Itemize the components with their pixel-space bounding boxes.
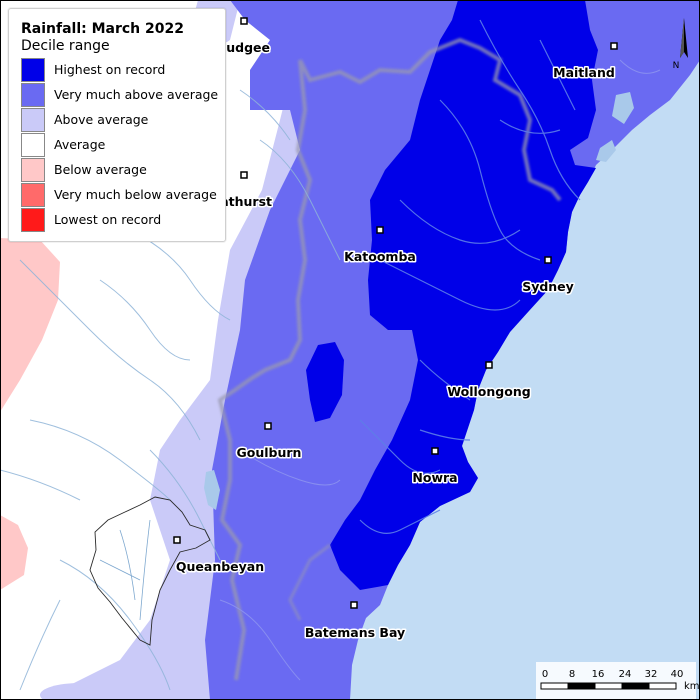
scale-tick-2: 16 [592,669,605,680]
marker-sydney [544,256,552,264]
scale-tick-4: 32 [645,669,658,680]
legend-item-highest: Highest on record [21,58,221,82]
legend-label-very-much-below: Very much below average [54,187,217,202]
legend-label-lowest: Lowest on record [54,212,162,227]
act-border [89,496,211,646]
north-arrow: N [673,18,688,71]
marker-wollongong [485,361,493,369]
lake-macquarie [612,92,634,124]
legend-item-very-much-below: Very much below average [21,183,221,207]
legend-swatch-above [21,108,45,132]
label-queanbeyan: Queanbeyan [176,559,264,574]
below-average-region-north [0,238,60,412]
ocean [350,60,700,700]
legend-label-below: Below average [54,162,147,177]
legend-swatch-highest [21,58,45,82]
label-maitland: Maitland [553,65,615,80]
lake-burragorang [204,470,220,510]
label-goulburn: Goulburn [237,445,302,460]
legend-label-above: Above average [54,112,149,127]
label-wollongong: Wollongong [447,384,530,399]
scale-tick-3: 24 [619,669,632,680]
label-katoomba: Katoomba [344,249,416,264]
label-nowra: Nowra [412,470,457,485]
marker-nowra [431,447,439,455]
legend-subtitle: Decile range [21,38,110,54]
marker-queanbeyan [173,536,181,544]
legend-item-average: Average [21,133,221,157]
scale-bar: 0 8 16 24 32 40 km [536,662,700,700]
marker-katoomba [376,226,384,234]
catchment-boundary [217,37,562,681]
highest-on-record-region [330,0,598,590]
legend-swatch-lowest [21,208,45,232]
legend-swatch-very-much-above [21,83,45,107]
legend-title: Rainfall: March 2022 [21,21,184,37]
marker-maitland [610,42,618,50]
legend-swatch-average [21,133,45,157]
scale-unit: km [684,681,700,692]
legend-swatch-very-much-below [21,183,45,207]
scale-tick-1: 8 [569,669,575,680]
legend-item-below: Below average [21,158,221,182]
below-average-region-south [0,515,28,590]
legend: Rainfall: March 2022 Decile range Highes… [8,8,226,242]
label-batemans-bay: Batemans Bay [305,625,405,640]
legend-label-very-much-above: Very much above average [54,87,219,102]
legend-swatch-below [21,158,45,182]
scale-tick-5: 40 [671,669,684,680]
scale-tick-0: 0 [542,669,548,680]
legend-item-above: Above average [21,108,221,132]
label-sydney: Sydney [522,279,574,294]
marker-goulburn [264,422,272,430]
legend-item-very-much-above: Very much above average [21,83,221,107]
highest-on-record-inland-patch [306,342,344,422]
marker-bathurst [240,171,248,179]
marker-batemans-bay [350,601,358,609]
rivers-dark-region [359,19,581,534]
legend-label-highest: Highest on record [54,62,166,77]
legend-item-lowest: Lowest on record [21,208,221,232]
act-rivers [99,519,151,621]
north-arrow-label: N [673,61,680,71]
rivers-mid-region [219,59,661,681]
above-average-patch-sw [40,683,120,700]
estuary [596,140,616,162]
marker-mudgee [240,17,248,25]
label-mudgee: Mudgee [214,40,270,55]
legend-label-average: Average [54,137,106,152]
coastal-boundary [288,543,331,621]
city-markers [173,17,618,609]
